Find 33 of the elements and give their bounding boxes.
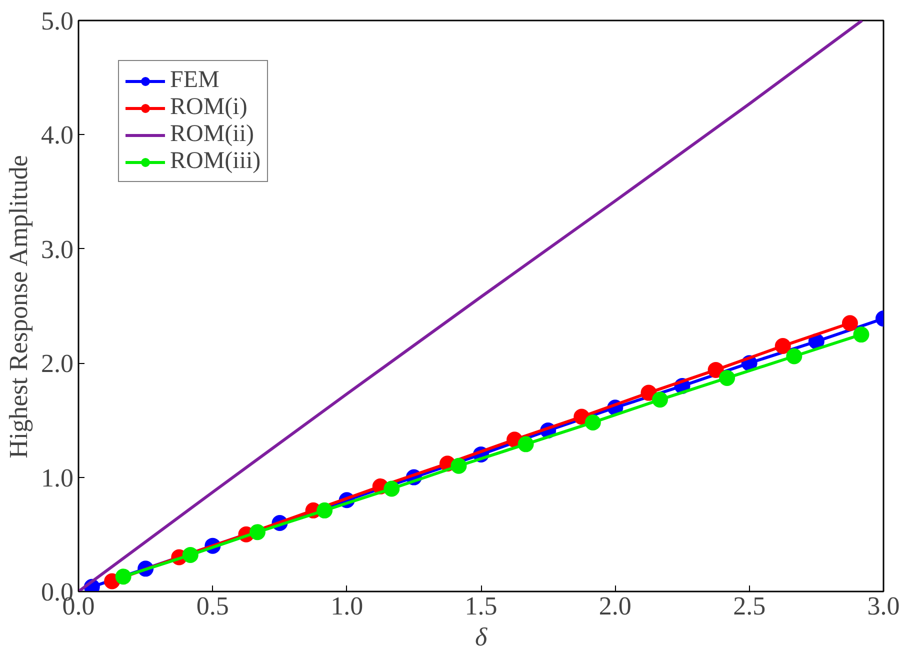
point	[853, 326, 870, 343]
point	[249, 524, 266, 540]
x-tick-label: 2.5	[733, 592, 766, 620]
y-tick-label: 5.0	[41, 6, 74, 36]
x-tick-label: 1.5	[464, 592, 498, 620]
y-axis-title: Highest Response Amplitude	[4, 155, 33, 458]
x-tick-label: 2.0	[598, 592, 632, 620]
y-tick-label: 4.0	[41, 120, 74, 150]
point	[384, 480, 400, 497]
x-tick-label: 0.5	[196, 592, 229, 620]
legend-label: ROM(iii)	[170, 148, 261, 175]
point	[774, 338, 791, 354]
y-tick-label: 1.0	[41, 463, 74, 492]
point	[450, 458, 467, 474]
point	[719, 370, 736, 386]
point	[182, 546, 198, 563]
legend-label: FEM	[170, 67, 220, 94]
x-tick-label: 1.0	[330, 592, 364, 620]
point	[652, 392, 668, 408]
point	[518, 436, 534, 452]
point	[115, 568, 132, 585]
y-tick-label: 3.0	[41, 234, 74, 264]
point	[316, 502, 333, 518]
legend-label: ROM(i)	[170, 94, 248, 121]
legend-label: ROM(ii)	[170, 121, 254, 148]
point	[842, 315, 858, 332]
x-axis-title: δ	[474, 622, 488, 652]
point	[640, 384, 657, 401]
y-tick-label: 2.0	[41, 349, 74, 378]
point	[584, 414, 601, 430]
point	[708, 362, 724, 378]
point	[786, 348, 802, 364]
x-tick-label: 3.0	[867, 592, 900, 620]
